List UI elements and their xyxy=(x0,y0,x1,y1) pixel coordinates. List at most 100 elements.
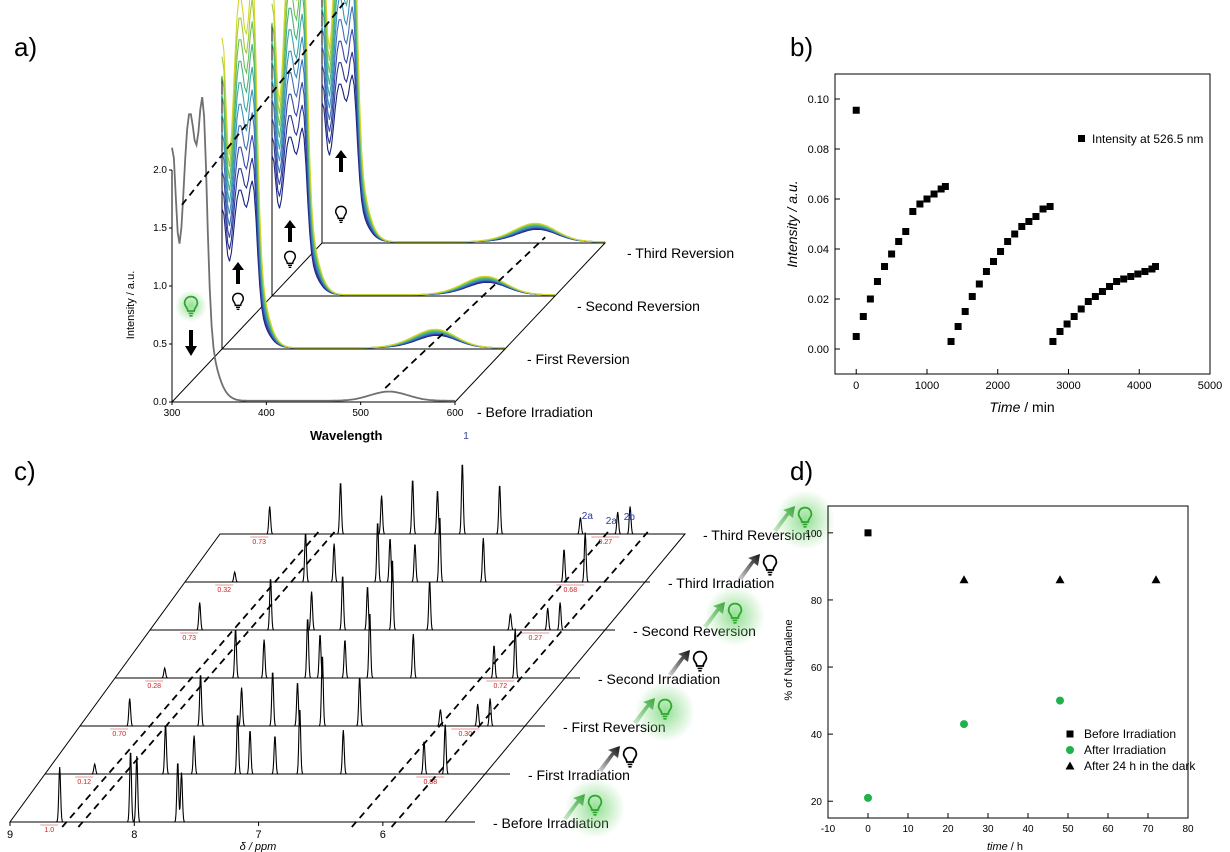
panel-d-legend-marker xyxy=(1066,730,1074,738)
panel-d-y-tick-label: 20 xyxy=(811,797,823,808)
panel-a-layer-label: - Second Reversion xyxy=(577,298,700,314)
panel-c-green-glow xyxy=(705,586,765,646)
panel-b-point xyxy=(1077,305,1085,313)
panel-d-y-axis-label: % of Napthalene xyxy=(783,619,795,700)
panel-a-x-tick-label: 500 xyxy=(352,408,369,419)
panel-a: a) 0.0 0.5 1.0 1.5 2.0 300 400 500 600 - Before … xyxy=(14,0,734,443)
panel-d-frame xyxy=(827,505,1189,819)
panel-d-ticks: -10 0 10 20 30 40 50 60 70 80 20 40 60 80 100 xyxy=(805,529,1194,835)
panel-b-point xyxy=(1025,218,1033,225)
panel-b-point xyxy=(1084,298,1092,305)
panel-c-integral-left: 0.70 xyxy=(112,731,126,738)
panel-b-point xyxy=(1018,223,1026,230)
panel-c-peak-label: 1 xyxy=(463,431,469,442)
panel-a-up-arrow-icon xyxy=(232,262,244,284)
panel-b-ticks: 0 1000 2000 3000 4000 5000 0.00 0.02 0.04 0.06 0.0… xyxy=(808,94,1223,392)
panel-b-point xyxy=(1134,270,1142,278)
panel-b: b) 0 1000 2000 3000 4000 5000 0.00 0.02 0.04 0.06… xyxy=(784,32,1222,415)
panel-b-point xyxy=(968,293,976,300)
panel-a-y-tick-label: 1.5 xyxy=(153,223,167,234)
panel-c-x-axis-label: δ / ppm xyxy=(240,841,277,852)
panel-b-point xyxy=(1056,328,1064,335)
panel-d-y-tick-label: 100 xyxy=(805,529,822,540)
panel-b-point xyxy=(1004,238,1012,245)
panel-b-point xyxy=(937,185,945,193)
panel-d-legend-marker xyxy=(1066,746,1074,754)
panel-b-y-tick-label: 0.04 xyxy=(808,244,829,256)
panel-d-x-tick-label: 0 xyxy=(865,824,871,835)
panel-b-x-tick-label: 2000 xyxy=(985,380,1009,392)
panel-d-point xyxy=(864,529,872,537)
panel-a-spectrum-line xyxy=(271,0,555,296)
panel-b-legend-marker xyxy=(1078,135,1085,142)
panel-c-dashed-guide xyxy=(390,531,649,828)
panel-b-x-tick-label: 1000 xyxy=(915,380,939,392)
panel-c-x-tick-label: 9 xyxy=(7,829,13,841)
panel-c-spectrum-line xyxy=(115,614,550,679)
panel-c-green-glow xyxy=(565,778,625,838)
panel-b-point xyxy=(852,106,860,114)
panel-b-point xyxy=(947,338,955,345)
panel-c-integral-right: 0.27 xyxy=(598,539,612,546)
panel-b-point xyxy=(1091,293,1099,300)
panel-a-down-arrow-icon xyxy=(185,330,197,356)
panel-a-spectrum-line xyxy=(221,89,505,349)
panel-b-x-tick-label: 3000 xyxy=(1056,380,1080,392)
panel-c-layer-label: - First Irradiation xyxy=(528,767,630,783)
panel-a-layer-label: - First Reversion xyxy=(527,351,630,367)
panel-d-y-tick-label: 60 xyxy=(811,663,823,674)
panel-b-point xyxy=(1032,213,1040,220)
panel-b-point xyxy=(1070,313,1078,320)
panel-b-points xyxy=(852,106,1160,345)
panel-c-green-arrow-icon xyxy=(633,698,655,724)
panel-b-y-tick-label: 0.06 xyxy=(808,194,829,206)
panel-a-green-glow xyxy=(175,290,207,322)
panel-c-spectrum-line xyxy=(150,560,585,631)
panel-a-bulb-icon xyxy=(283,250,297,269)
panel-d-legend-label: After Irradiation xyxy=(1084,743,1166,757)
panel-c: c) - Before Irradiation- First Irradiati… xyxy=(7,431,835,852)
panel-c-spectrum-line xyxy=(80,656,515,727)
panel-c-integral-left: 1.0 xyxy=(44,827,54,834)
panel-b-point xyxy=(941,183,949,190)
panel-c-integral-right: 0.72 xyxy=(493,683,507,690)
panel-label-d: d) xyxy=(790,456,813,486)
panel-c-integral-right: 0.30 xyxy=(458,731,472,738)
panel-b-point xyxy=(1046,203,1054,210)
panel-b-x-tick-label: 4000 xyxy=(1127,380,1151,392)
panel-b-x-tick-label: 5000 xyxy=(1198,380,1222,392)
panel-d-x-tick-label: 10 xyxy=(902,824,914,835)
panel-a-spectrum-line xyxy=(321,29,605,243)
panel-d-x-axis-label-unit: / h xyxy=(1008,841,1023,852)
panel-b-y-tick-label: 0.08 xyxy=(808,144,829,156)
panel-a-spectrum-line xyxy=(321,51,605,243)
panel-c-bulb-icon xyxy=(692,650,708,672)
panel-c-dashed-guide xyxy=(61,531,320,828)
panel-c-icons xyxy=(563,490,835,838)
panel-b-y-tick-label: 0.00 xyxy=(808,344,829,356)
panel-a-layer-labels: - Before Irradiation - First Reversion - S… xyxy=(477,245,734,420)
panel-label-c: c) xyxy=(14,456,36,486)
panel-d-x-tick-label: 50 xyxy=(1062,824,1074,835)
panel-a-bulb-icon xyxy=(231,292,245,311)
panel-b-point xyxy=(1049,338,1057,345)
panel-b-point xyxy=(909,208,917,215)
panel-d-point xyxy=(960,720,968,729)
panel-b-y-tick-label: 0.10 xyxy=(808,94,829,106)
panel-d-x-tick-label: 40 xyxy=(1022,824,1034,835)
panel-d-x-tick-label: 70 xyxy=(1142,824,1154,835)
panel-a-spectrum-line xyxy=(271,127,555,296)
panel-a-dashed-guide xyxy=(384,236,546,389)
panel-d-x-tick-label: 80 xyxy=(1182,824,1194,835)
panel-d-y-tick-label: 40 xyxy=(811,730,823,741)
panel-c-layers: - Before Irradiation- First Irradiation-… xyxy=(9,464,810,834)
panel-a-dashed-guides xyxy=(181,0,546,389)
panel-c-integral-left: 0.73 xyxy=(182,635,196,642)
panel-b-point xyxy=(881,263,889,270)
panel-c-dashed-guide xyxy=(77,531,336,828)
panel-b-point xyxy=(1127,273,1135,280)
panel-d-point xyxy=(1056,696,1064,705)
panel-c-layer-label: - Third Irradiation xyxy=(668,575,774,591)
panel-b-point xyxy=(859,313,867,320)
